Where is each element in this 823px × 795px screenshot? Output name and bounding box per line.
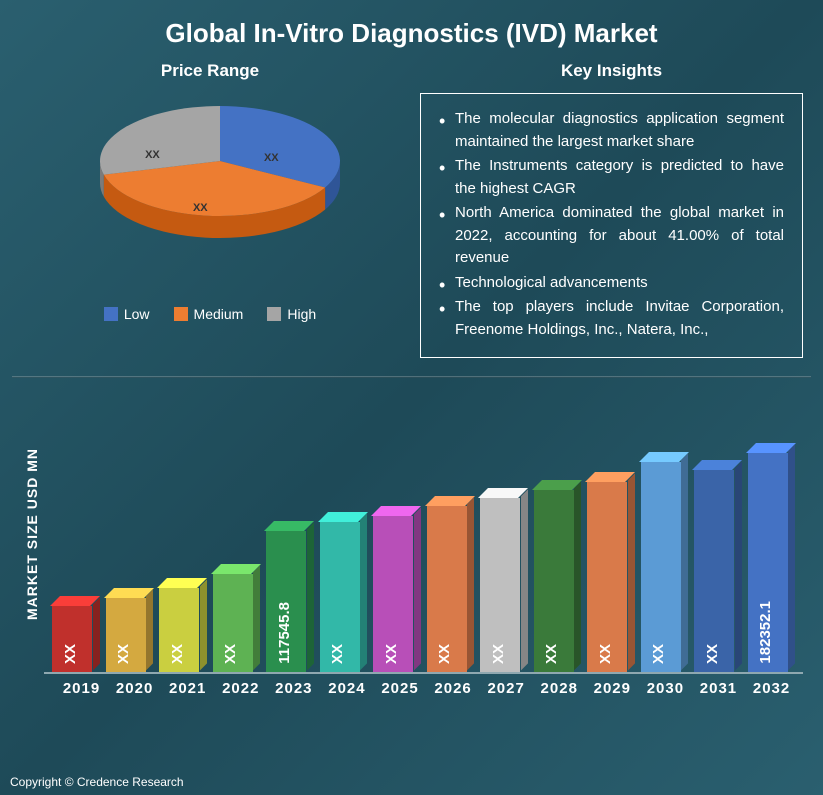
x-tick-label: 2027 (483, 680, 530, 697)
pie-svg (80, 91, 360, 261)
x-tick-label: 2019 (58, 680, 105, 697)
legend-text: High (287, 306, 316, 322)
copyright-text: Copyright © Credence Research (10, 775, 184, 789)
bar-value-label: XX (704, 644, 721, 664)
bar-value-label: XX (383, 644, 400, 664)
insights-panel: Key Insights The molecular diagnostics a… (420, 61, 803, 358)
insights-title: Key Insights (420, 61, 803, 81)
bar-value-label: 117545.8 (276, 602, 293, 664)
legend-item: Low (104, 306, 150, 322)
x-tick-label: 2021 (164, 680, 211, 697)
x-tick-label: 2023 (270, 680, 317, 697)
insight-item: Technological advancements (439, 272, 784, 295)
bar-value-label: 182352.1 (757, 601, 774, 664)
bar: 117545.8 (266, 531, 314, 672)
bar-section: MARKET SIZE USD MN XXXXXXXX117545.8XXXXX… (0, 386, 823, 697)
bar: XX (52, 606, 100, 672)
x-tick-label: 2028 (536, 680, 583, 697)
legend-item: Medium (174, 306, 244, 322)
bar: XX (106, 598, 154, 672)
bar-value-label: XX (543, 644, 560, 664)
bar-value-label: XX (115, 644, 132, 664)
bar: XX (534, 490, 582, 672)
x-tick-label: 2026 (430, 680, 477, 697)
legend-item: High (267, 306, 316, 322)
bar-chart: MARKET SIZE USD MN XXXXXXXX117545.8XXXXX… (20, 394, 803, 674)
bar: XX (694, 470, 742, 672)
bar: XX (159, 588, 207, 672)
legend-swatch (104, 307, 118, 321)
pie-chart: XX XX XX (60, 91, 360, 271)
bar: XX (480, 498, 528, 672)
section-divider (12, 376, 811, 378)
legend-text: Low (124, 306, 150, 322)
bars-area: XX XX XX XX 117545.8 XX XX XX XX XX XX XX XX 182352.1 (44, 394, 803, 674)
insight-item: The molecular diagnostics application se… (439, 108, 784, 153)
pie-panel: Price Range XX XX XX Low Medium High (20, 61, 400, 358)
pie-slice-label: XX (193, 202, 208, 214)
insight-item: The top players include Invitae Corporat… (439, 296, 784, 341)
bar: XX (213, 574, 261, 672)
bar: XX (587, 482, 635, 672)
insight-item: The Instruments category is predicted to… (439, 155, 784, 200)
legend-swatch (267, 307, 281, 321)
bar: XX (373, 516, 421, 672)
legend-text: Medium (194, 306, 244, 322)
title-main: In-Vitro Diagnostics (IVD) Market (254, 18, 658, 48)
bar: XX (427, 506, 475, 672)
pie-slice-label: XX (145, 149, 160, 161)
x-tick-label: 2032 (748, 680, 795, 697)
insights-box: The molecular diagnostics application se… (420, 93, 803, 358)
title-prefix: Global (165, 18, 246, 48)
bar-value-label: XX (62, 644, 79, 664)
bar: 182352.1 (748, 453, 796, 672)
pie-slice-label: XX (264, 152, 279, 164)
bar: XX (641, 462, 689, 672)
pie-title: Price Range (20, 61, 400, 81)
bar-value-label: XX (329, 644, 346, 664)
bar-value-label: XX (650, 644, 667, 664)
x-tick-label: 2030 (642, 680, 689, 697)
bar-value-label: XX (222, 644, 239, 664)
bar-value-label: XX (169, 644, 186, 664)
x-tick-label: 2024 (323, 680, 370, 697)
top-section: Price Range XX XX XX Low Medium High Key Ins… (0, 61, 823, 358)
x-tick-label: 2020 (111, 680, 158, 697)
insight-item: North America dominated the global marke… (439, 202, 784, 270)
legend-swatch (174, 307, 188, 321)
pie-legend: Low Medium High (20, 306, 400, 322)
y-axis-label: MARKET SIZE USD MN (20, 394, 44, 674)
x-tick-label: 2031 (695, 680, 742, 697)
x-tick-label: 2029 (589, 680, 636, 697)
bar: XX (320, 522, 368, 672)
insights-list: The molecular diagnostics application se… (439, 108, 784, 341)
page-title: Global In-Vitro Diagnostics (IVD) Market (0, 0, 823, 61)
x-axis-labels: 2019 2020 2021 2022 2023 2024 2025 2026 2027 2028… (20, 674, 803, 697)
bar-value-label: XX (597, 644, 614, 664)
bar-value-label: XX (490, 644, 507, 664)
x-tick-label: 2022 (217, 680, 264, 697)
x-tick-label: 2025 (376, 680, 423, 697)
bar-value-label: XX (436, 644, 453, 664)
